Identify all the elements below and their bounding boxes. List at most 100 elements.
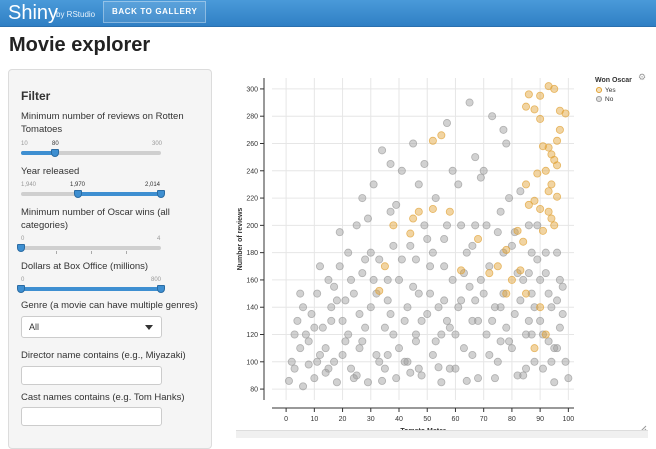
movie-point bbox=[301, 330, 310, 339]
movie-point bbox=[355, 310, 364, 319]
oscar-winner-point bbox=[555, 125, 564, 134]
movie-point bbox=[499, 125, 508, 134]
shiny-logo[interactable]: Shiny bbox=[8, 2, 59, 24]
movie-point bbox=[454, 303, 463, 312]
movie-point bbox=[516, 296, 525, 305]
movie-point bbox=[479, 166, 488, 175]
oscar-winner-point bbox=[547, 180, 556, 189]
reviews-slider-handle[interactable] bbox=[51, 149, 59, 157]
movie-point bbox=[386, 310, 395, 319]
movie-point bbox=[406, 368, 415, 377]
movie-point bbox=[409, 139, 418, 148]
gear-icon[interactable]: ⚙ bbox=[638, 73, 646, 83]
movie-point bbox=[423, 234, 432, 243]
table-panel-edge bbox=[236, 430, 648, 438]
reviews-value-label: 80 bbox=[52, 141, 59, 147]
movie-point bbox=[507, 241, 516, 250]
year-slider-low-handle[interactable] bbox=[74, 190, 82, 198]
boxoffice-slider-fill bbox=[21, 287, 161, 291]
movie-point bbox=[361, 255, 370, 264]
movie-point bbox=[555, 323, 564, 332]
brand-subtitle: by RStudio bbox=[56, 10, 96, 19]
oscars-min-tick: 0 bbox=[21, 236, 25, 242]
oscar-winner-point bbox=[544, 207, 553, 216]
movie-point bbox=[417, 371, 426, 380]
oscar-winner-point bbox=[493, 262, 502, 271]
boxoffice-slider-high-handle[interactable] bbox=[157, 285, 165, 293]
movie-scatter-chart: 0 10 20 30 40 50 60 70 80 90 100 80 100 120 140 160 180 2… bbox=[234, 68, 656, 438]
movie-point bbox=[349, 374, 358, 383]
movie-point bbox=[533, 255, 542, 264]
movie-point bbox=[524, 221, 533, 230]
movie-point bbox=[375, 357, 384, 366]
movie-point bbox=[553, 296, 562, 305]
movie-point bbox=[553, 248, 562, 257]
oscar-winner-point bbox=[474, 234, 483, 243]
cast-input[interactable] bbox=[21, 407, 162, 426]
boxoffice-slider-low-handle[interactable] bbox=[17, 285, 25, 293]
movie-point bbox=[485, 350, 494, 359]
x-tick-label: 70 bbox=[480, 416, 488, 423]
movie-point bbox=[355, 344, 364, 353]
oscar-winner-point bbox=[380, 262, 389, 271]
oscar-winner-point bbox=[437, 131, 446, 140]
genre-select-label: Genre (a movie can have multiple genres) bbox=[21, 300, 198, 311]
movie-point bbox=[457, 221, 466, 230]
movie-point bbox=[347, 275, 356, 284]
oscar-winner-point bbox=[541, 330, 550, 339]
movie-point bbox=[465, 282, 474, 291]
genre-select[interactable]: All bbox=[21, 316, 162, 338]
legend-swatch bbox=[595, 95, 603, 103]
movie-point bbox=[290, 364, 299, 373]
movie-point bbox=[468, 350, 477, 359]
movie-point bbox=[363, 378, 372, 387]
oscar-winner-point bbox=[536, 204, 545, 213]
movie-point bbox=[341, 337, 350, 346]
movie-point bbox=[462, 376, 471, 385]
movie-point bbox=[544, 337, 553, 346]
movie-point bbox=[440, 296, 449, 305]
top-bar: Shiny by RStudio BACK TO GALLERY bbox=[0, 0, 656, 27]
x-tick-label: 10 bbox=[310, 416, 318, 423]
y-tick-label: 260 bbox=[246, 141, 258, 148]
y-tick-label: 100 bbox=[246, 359, 258, 366]
x-tick-label: 100 bbox=[563, 416, 575, 423]
oscar-winner-point bbox=[538, 226, 547, 235]
back-to-gallery-button[interactable]: BACK TO GALLERY bbox=[103, 1, 207, 23]
oscar-winner-point bbox=[519, 237, 528, 246]
movie-point bbox=[431, 194, 440, 203]
movie-point bbox=[347, 364, 356, 373]
oscars-slider-handle[interactable] bbox=[17, 244, 25, 252]
movie-point bbox=[395, 344, 404, 353]
movie-point bbox=[380, 364, 389, 373]
movie-point bbox=[454, 180, 463, 189]
director-input[interactable] bbox=[21, 366, 162, 385]
movie-point bbox=[378, 146, 387, 155]
movie-point bbox=[490, 303, 499, 312]
reviews-slider-track[interactable] bbox=[21, 151, 161, 155]
movie-point bbox=[496, 207, 505, 216]
movie-point bbox=[310, 374, 319, 383]
movie-point bbox=[510, 310, 519, 319]
oscar-winner-point bbox=[533, 169, 542, 178]
movie-point bbox=[493, 357, 502, 366]
filter-heading: Filter bbox=[21, 89, 51, 103]
data-points bbox=[284, 82, 573, 391]
oscar-winner-point bbox=[516, 266, 525, 275]
movie-point bbox=[488, 316, 497, 325]
movie-point bbox=[338, 316, 347, 325]
y-tick-label: 160 bbox=[246, 277, 258, 284]
movie-point bbox=[476, 173, 485, 182]
year-low-label: 1,970 bbox=[70, 182, 86, 188]
movie-point bbox=[315, 262, 324, 271]
reviews-slider-label: Minimum number of reviews on Rotten Toma… bbox=[21, 111, 184, 135]
year-slider-high-handle[interactable] bbox=[157, 190, 165, 198]
movie-point bbox=[440, 262, 449, 271]
movie-point bbox=[369, 275, 378, 284]
oscars-slider-track[interactable] bbox=[21, 246, 161, 250]
year-min-tick: 1,940 bbox=[21, 182, 37, 188]
movie-point bbox=[550, 344, 559, 353]
movie-point bbox=[414, 364, 423, 373]
oscar-winner-point bbox=[550, 84, 559, 93]
oscar-winner-point bbox=[507, 275, 516, 284]
